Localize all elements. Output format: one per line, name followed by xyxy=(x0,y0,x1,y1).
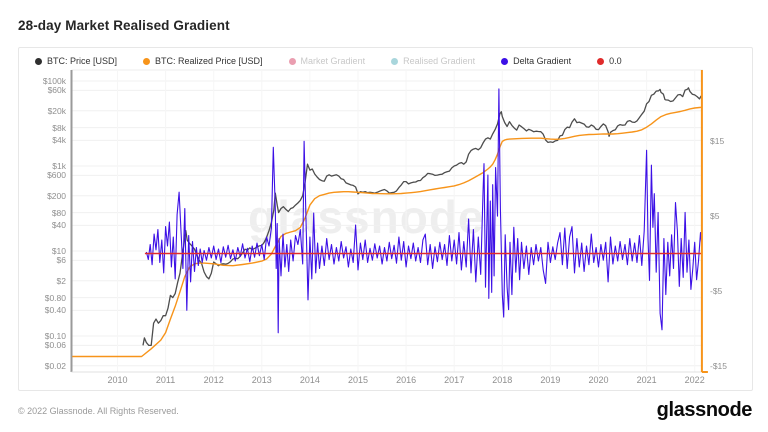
chart-card: BTC: Price [USD] BTC: Realized Price [USD… xyxy=(18,47,753,391)
y-left-tick: $0.06 xyxy=(44,340,66,351)
legend-dot-icon xyxy=(143,57,151,65)
y-left-tick: $1k xyxy=(52,161,66,171)
y-right-tick: $5 xyxy=(710,211,720,222)
legend-dot-icon xyxy=(288,57,296,65)
y-left-tick: $100k xyxy=(42,76,66,86)
y-left-tick: $2 xyxy=(56,275,66,286)
legend-label: 0.0 xyxy=(609,56,622,66)
x-tick: 2020 xyxy=(588,375,609,385)
x-tick: 2022 xyxy=(684,375,705,385)
series-delta-gradient xyxy=(145,88,703,334)
x-tick: 2018 xyxy=(492,375,513,385)
y-right-tick: $15 xyxy=(710,136,725,147)
y-left-tick: $0.10 xyxy=(44,331,66,341)
y-left-tick: $8k xyxy=(52,122,66,133)
y-left-tick: $6 xyxy=(56,255,66,266)
series-btc-realized-price-usd xyxy=(72,106,702,358)
y-left-tick: $60k xyxy=(47,85,66,96)
legend-item-0-0[interactable]: 0.0 xyxy=(597,56,622,66)
legend-label: Realised Gradient xyxy=(403,56,476,66)
x-tick: 2015 xyxy=(347,375,369,385)
legend-dot-icon xyxy=(391,57,399,65)
y-left-tick: $600 xyxy=(47,170,66,181)
y-left-tick: $4k xyxy=(52,135,66,146)
y-left-tick: $40 xyxy=(51,220,66,231)
legend-label: BTC: Price [USD] xyxy=(47,56,118,66)
x-tick: 2011 xyxy=(155,375,176,385)
y-left-tick: $10 xyxy=(51,246,66,256)
x-tick: 2012 xyxy=(203,375,224,385)
y-left-tick: $20k xyxy=(47,105,66,116)
x-tick: 2013 xyxy=(251,375,272,385)
legend-item-btc-realized-price-usd[interactable]: BTC: Realized Price [USD] xyxy=(143,56,263,66)
legend-item-btc-price-usd[interactable]: BTC: Price [USD] xyxy=(35,56,117,66)
legend-item-market-gradient[interactable]: Market Gradient xyxy=(288,56,366,66)
x-tick: 2016 xyxy=(396,375,417,385)
y-left-tick: $0.02 xyxy=(44,360,66,371)
glassnode-logo: glassnode xyxy=(656,399,753,421)
x-tick: 2019 xyxy=(540,375,561,385)
y-right-tick: -$15 xyxy=(710,360,728,371)
legend-label: BTC: Realized Price [USD] xyxy=(155,56,263,66)
legend: BTC: Price [USD] BTC: Realized Price [USD… xyxy=(35,56,622,66)
legend-label: Delta Gradient xyxy=(513,56,572,66)
legend-item-realised-gradient[interactable]: Realised Gradient xyxy=(391,56,475,66)
legend-dot-icon xyxy=(597,57,605,65)
y-left-tick: $80 xyxy=(51,207,66,218)
x-tick: 2017 xyxy=(444,375,465,385)
legend-item-delta-gradient[interactable]: Delta Gradient xyxy=(501,56,571,66)
y-left-tick: $0.80 xyxy=(44,292,66,303)
y-left-tick: $200 xyxy=(47,190,66,201)
x-tick: 2021 xyxy=(636,375,657,385)
y-left-tick: $0.40 xyxy=(44,305,66,316)
legend-label: Market Gradient xyxy=(300,56,366,66)
page-title: 28-day Market Realised Gradient xyxy=(18,18,230,33)
legend-dot-icon xyxy=(501,57,509,65)
legend-dot-icon xyxy=(35,57,42,65)
x-tick: 2014 xyxy=(299,375,320,385)
copyright-text: © 2022 Glassnode. All Rights Reserved. xyxy=(18,406,179,416)
y-right-tick: -$5 xyxy=(710,285,723,296)
x-tick: 2010 xyxy=(107,375,128,385)
series-btc-price-usd xyxy=(142,87,703,347)
